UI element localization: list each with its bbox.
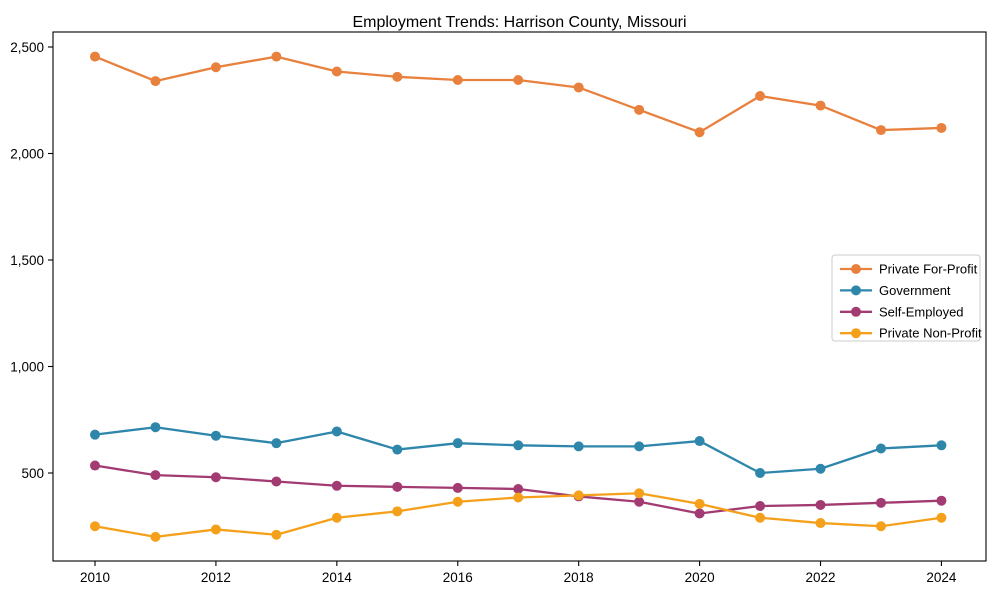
chart-title: Employment Trends: Harrison County, Miss… xyxy=(352,14,686,31)
legend-item-private-for-profit: Private For-Profit xyxy=(840,262,978,277)
data-point-government-2020 xyxy=(694,436,705,447)
data-point-government-2024 xyxy=(936,440,947,451)
data-point-government-2014 xyxy=(331,426,342,437)
data-point-private-for-profit-2017 xyxy=(513,75,524,86)
y-tick-label-1500: 1,500 xyxy=(10,253,44,268)
data-point-private-non-profit-2011 xyxy=(150,531,161,542)
x-tick-label-2016: 2016 xyxy=(443,570,473,585)
data-point-private-non-profit-2018 xyxy=(573,490,584,501)
series-layer xyxy=(90,51,947,542)
data-point-private-for-profit-2024 xyxy=(936,122,947,133)
data-point-private-for-profit-2020 xyxy=(694,127,705,138)
series-private-non-profit xyxy=(90,488,947,542)
data-point-self-employed-2013 xyxy=(271,476,282,487)
legend-item-self-employed: Self-Employed xyxy=(840,304,964,319)
data-point-self-employed-2020 xyxy=(694,508,705,519)
plot-area xyxy=(52,31,987,562)
y-tick-label-1000: 1,000 xyxy=(10,359,44,374)
data-point-government-2010 xyxy=(90,429,100,440)
data-point-private-non-profit-2024 xyxy=(936,512,947,523)
x-tick-label-2022: 2022 xyxy=(805,570,835,585)
legend-marker xyxy=(851,306,861,317)
data-point-private-non-profit-2010 xyxy=(90,521,100,532)
data-point-private-for-profit-2023 xyxy=(875,125,886,136)
data-point-private-for-profit-2016 xyxy=(452,75,463,86)
data-point-self-employed-2024 xyxy=(936,495,947,506)
data-point-government-2021 xyxy=(755,468,766,478)
legend-label: Self-Employed xyxy=(879,304,964,319)
data-point-private-non-profit-2020 xyxy=(694,498,705,509)
series-government xyxy=(90,422,947,478)
series-self-employed xyxy=(90,460,947,519)
data-point-self-employed-2023 xyxy=(875,497,886,508)
data-point-private-non-profit-2016 xyxy=(452,496,463,507)
data-point-self-employed-2015 xyxy=(392,481,403,492)
data-point-self-employed-2022 xyxy=(815,499,826,510)
data-point-private-non-profit-2013 xyxy=(271,529,282,540)
data-point-government-2023 xyxy=(875,443,886,454)
data-point-self-employed-2011 xyxy=(150,470,161,481)
data-point-private-for-profit-2011 xyxy=(150,76,161,87)
data-point-government-2011 xyxy=(150,422,161,433)
data-point-private-for-profit-2015 xyxy=(392,71,403,82)
legend-item-government: Government xyxy=(840,283,951,298)
legend-label: Government xyxy=(879,283,951,298)
data-point-private-non-profit-2023 xyxy=(875,521,886,532)
data-point-private-for-profit-2010 xyxy=(90,51,100,62)
data-point-private-non-profit-2021 xyxy=(755,512,766,523)
legend-marker xyxy=(851,264,861,274)
y-tick-label-2000: 2,000 xyxy=(10,146,44,161)
legend-label: Private For-Profit xyxy=(879,262,978,277)
data-point-government-2012 xyxy=(210,430,221,441)
data-point-private-non-profit-2014 xyxy=(331,512,342,523)
data-point-government-2016 xyxy=(452,438,463,449)
plot-layer: 2010 2012 2014 2016 2018 2020 2022 2024 500 1,000… xyxy=(10,31,987,585)
data-point-private-non-profit-2015 xyxy=(392,506,403,517)
x-tick-label-2012: 2012 xyxy=(201,570,231,585)
data-point-private-non-profit-2022 xyxy=(815,518,826,529)
data-point-private-for-profit-2014 xyxy=(331,66,342,77)
data-point-private-for-profit-2022 xyxy=(815,100,826,111)
data-point-private-for-profit-2019 xyxy=(634,104,645,115)
data-point-self-employed-2021 xyxy=(755,501,766,512)
data-point-self-employed-2012 xyxy=(210,472,221,483)
data-point-private-for-profit-2013 xyxy=(271,51,282,62)
x-tick-label-2020: 2020 xyxy=(685,570,715,585)
data-point-private-for-profit-2021 xyxy=(755,90,766,101)
data-point-self-employed-2010 xyxy=(90,460,100,471)
y-tick-label-2500: 2,500 xyxy=(10,40,44,55)
data-point-private-non-profit-2019 xyxy=(634,488,645,499)
y-tick-label-500: 500 xyxy=(21,466,44,481)
data-point-self-employed-2016 xyxy=(452,482,463,493)
data-point-private-for-profit-2018 xyxy=(573,82,584,93)
x-tick-label-2014: 2014 xyxy=(322,570,353,585)
legend-item-private-non-profit: Private Non-Profit xyxy=(840,326,982,341)
data-point-self-employed-2017 xyxy=(513,483,524,494)
data-point-self-employed-2014 xyxy=(331,480,342,491)
legend-marker xyxy=(851,285,861,296)
data-point-government-2015 xyxy=(392,444,403,455)
data-point-government-2022 xyxy=(815,463,826,474)
data-point-private-non-profit-2012 xyxy=(210,524,221,535)
x-tick-label-2018: 2018 xyxy=(564,570,594,585)
legend-label: Private Non-Profit xyxy=(879,326,982,341)
legend: Private For-Profit Government Self-Employe… xyxy=(831,254,982,342)
data-point-self-employed-2019 xyxy=(634,496,645,507)
x-tick-label-2024: 2024 xyxy=(926,570,957,585)
data-point-government-2013 xyxy=(271,438,282,449)
legend-box xyxy=(831,254,981,342)
data-point-government-2018 xyxy=(573,441,584,452)
data-point-government-2019 xyxy=(634,441,645,452)
x-tick-label-2010: 2010 xyxy=(80,570,110,585)
legend-marker xyxy=(851,328,861,339)
data-point-private-non-profit-2017 xyxy=(513,492,524,503)
series-private-for-profit xyxy=(90,51,947,138)
data-point-government-2017 xyxy=(513,440,524,451)
data-point-private-for-profit-2012 xyxy=(210,62,221,73)
